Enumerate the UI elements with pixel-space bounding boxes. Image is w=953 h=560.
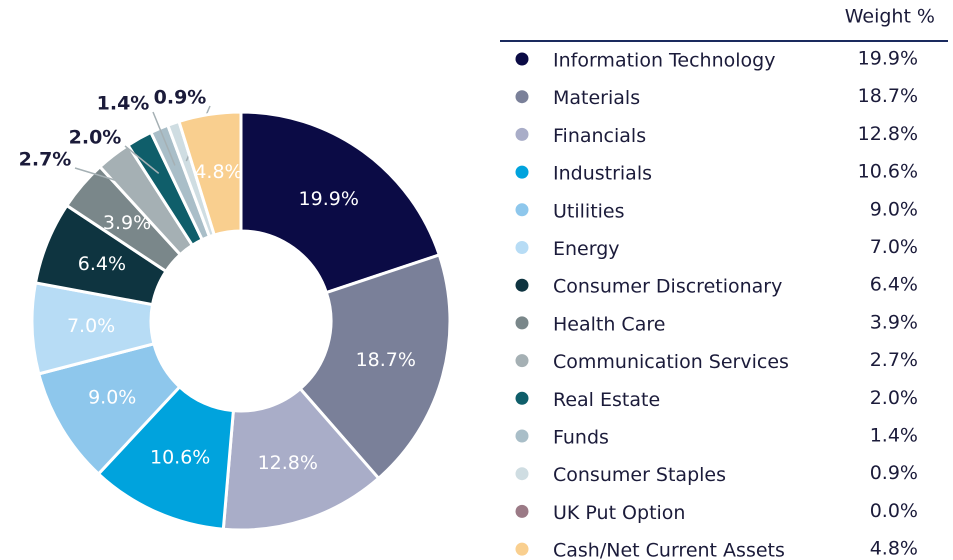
legend-header: Weight %	[845, 6, 935, 28]
legend-label: Information Technology	[553, 50, 775, 72]
leader-line	[124, 145, 160, 174]
legend-value: 9.0%	[870, 198, 918, 220]
legend-value: 7.0%	[870, 236, 918, 258]
legend-dot	[515, 90, 529, 104]
legend-label: Funds	[553, 427, 609, 449]
legend-dot	[515, 354, 529, 368]
slice	[177, 110, 243, 237]
legend-dot	[515, 467, 529, 481]
legend-value: 19.9%	[858, 48, 918, 70]
slice-label: 6.4%	[78, 253, 126, 275]
slice-label: 3.9%	[103, 212, 151, 234]
legend-value: 12.8%	[858, 123, 918, 145]
slice-label: 2.0%	[69, 127, 122, 149]
legend-value: 4.8%	[870, 538, 918, 560]
legend-label: Real Estate	[553, 389, 660, 411]
legend-dot	[515, 391, 529, 405]
slice-label: 18.7%	[356, 349, 416, 371]
leader-line	[152, 111, 176, 166]
legend-dot	[515, 52, 529, 66]
slice	[298, 253, 452, 481]
legend-label: Consumer Staples	[553, 464, 726, 486]
legend-dot	[515, 542, 529, 556]
legend-value: 6.4%	[870, 274, 918, 296]
legend-label: UK Put Option	[553, 502, 685, 524]
legend-dot	[515, 278, 529, 292]
slice-label: 19.9%	[299, 188, 359, 210]
legend-value: 0.9%	[870, 462, 918, 484]
slice-label: 2.7%	[19, 149, 72, 171]
legend-label: Utilities	[553, 200, 625, 222]
legend-label: Consumer Discretionary	[553, 276, 782, 298]
slice-label: 12.8%	[258, 452, 318, 474]
legend-dot	[515, 203, 529, 217]
slice-label: 0.9%	[154, 87, 207, 109]
legend-label: Materials	[553, 87, 640, 109]
legend-value: 1.4%	[870, 425, 918, 447]
legend-label: Energy	[553, 238, 620, 260]
legend-dot	[515, 165, 529, 179]
legend-value: 0.0%	[870, 500, 918, 522]
slice-label: 10.6%	[150, 447, 210, 469]
legend-label: Communication Services	[553, 351, 789, 373]
slice-label: 9.0%	[88, 386, 136, 408]
legend-value: 10.6%	[858, 161, 918, 183]
slice-label: 1.4%	[97, 93, 150, 115]
slice-label: 4.8%	[194, 161, 242, 183]
legend-label: Industrials	[553, 163, 652, 185]
legend-dot	[515, 504, 529, 518]
legend-label: Financials	[553, 125, 646, 147]
legend-label: Health Care	[553, 313, 665, 335]
legend-dot	[515, 241, 529, 254]
legend-label: Cash/Net Current Assets	[553, 540, 785, 560]
slice-label: 7.0%	[67, 315, 115, 337]
leader-line	[74, 167, 139, 188]
legend-dot	[515, 316, 529, 330]
legend-value: 2.0%	[870, 387, 918, 409]
legend-dot	[515, 127, 529, 141]
legend-value: 18.7%	[858, 85, 918, 107]
slice	[239, 110, 442, 295]
legend-value: 2.7%	[870, 349, 918, 371]
legend-value: 3.9%	[870, 311, 918, 333]
legend-dot	[515, 429, 529, 443]
